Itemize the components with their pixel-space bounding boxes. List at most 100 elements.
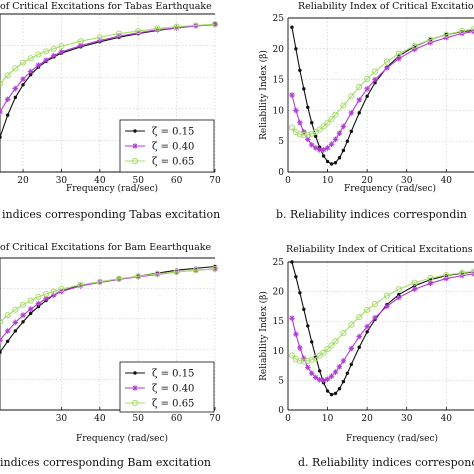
data-point (308, 142, 315, 148)
data-point (348, 321, 355, 328)
data-point (349, 129, 354, 134)
data-point (5, 113, 10, 117)
data-point (20, 76, 26, 82)
legend-marker (133, 129, 137, 133)
data-point (20, 312, 26, 318)
data-point (35, 300, 42, 307)
data-point (4, 312, 11, 319)
x-tick-label: 40 (441, 176, 453, 186)
data-point (395, 286, 402, 293)
x-tick-label: 50 (132, 414, 144, 424)
y-axis-label: Reliability Index (β) (258, 291, 269, 381)
data-point (427, 274, 434, 282)
data-point (0, 80, 4, 87)
data-point (211, 265, 219, 273)
data-point (396, 294, 402, 301)
data-point (297, 345, 303, 351)
series-3 (0, 21, 219, 87)
x-tick-label: 10 (322, 414, 334, 424)
series-3 (288, 25, 474, 139)
data-point (35, 293, 42, 301)
data-point (356, 83, 363, 91)
data-point (443, 31, 450, 38)
x-tick-label: 30 (56, 414, 68, 424)
series-line (0, 24, 216, 113)
data-point (27, 68, 34, 75)
data-point (365, 330, 369, 334)
y-tick-label: 10 (273, 347, 285, 357)
data-point (312, 145, 319, 151)
data-point (4, 96, 11, 103)
chart-panel-2: Reliability Index of Critical Excitation… (258, 1, 474, 221)
data-point (211, 21, 219, 28)
data-point (329, 162, 334, 166)
data-point (427, 36, 434, 43)
data-point (288, 124, 296, 131)
data-point (294, 275, 298, 279)
y-tick-label: 15 (273, 76, 285, 86)
data-point (27, 55, 34, 62)
data-point (357, 345, 361, 349)
legend-label: ζ = 0.15 (152, 369, 194, 380)
x-tick-label: 30 (401, 176, 413, 186)
data-point (332, 338, 339, 345)
data-point (50, 52, 57, 59)
x-tick-label: 10 (322, 176, 334, 186)
data-point (58, 49, 65, 55)
data-point (12, 306, 19, 313)
x-tick-label: 40 (441, 414, 453, 424)
data-point (316, 377, 323, 383)
data-point (328, 373, 335, 380)
x-tick-label: 20 (361, 176, 373, 186)
data-point (12, 65, 19, 72)
chart-title: Reliability Index of Critical Excitation… (286, 244, 474, 255)
legend: ζ = 0.15 ζ = 0.40 ζ = 0.65 (119, 361, 215, 413)
figure-caption: indices corresponding Bam excitation (0, 456, 211, 469)
x-axis-label: Frequency (rad/sec) (76, 433, 168, 444)
data-point (317, 369, 322, 373)
data-point (306, 324, 310, 328)
data-point (371, 68, 379, 75)
figure-caption: indices corresponding Tabas excitation (2, 208, 220, 221)
data-point (0, 135, 2, 139)
data-point (50, 45, 57, 52)
data-point (4, 328, 11, 334)
data-point (384, 65, 390, 71)
data-point (341, 148, 346, 153)
data-point (12, 319, 19, 326)
data-point (298, 291, 302, 295)
y-tick-label: 5 (278, 137, 284, 147)
data-point (289, 92, 295, 98)
data-point (356, 333, 363, 340)
y-tick-label: 15 (273, 317, 285, 327)
data-point (77, 42, 84, 49)
data-point (321, 154, 326, 158)
data-point (329, 392, 334, 397)
series-line (0, 268, 216, 341)
data-point (173, 23, 180, 30)
x-tick-label: 60 (171, 176, 183, 186)
data-point (192, 22, 199, 29)
data-point (308, 370, 315, 377)
data-point (340, 358, 347, 364)
data-point (304, 364, 311, 371)
data-point (337, 386, 342, 391)
data-point (320, 377, 327, 384)
data-point (336, 130, 343, 136)
data-point (383, 58, 391, 65)
data-point (340, 123, 347, 130)
x-tick-label: 30 (401, 414, 413, 424)
x-tick-label: 20 (17, 176, 29, 186)
legend-marker (132, 143, 138, 149)
data-point (96, 278, 103, 285)
data-point (310, 121, 314, 125)
data-point (36, 304, 41, 309)
legend-label: ζ = 0.65 (152, 157, 194, 168)
data-point (58, 285, 65, 293)
data-point (289, 315, 295, 322)
data-point (397, 292, 401, 297)
data-point (320, 349, 327, 356)
data-point (173, 268, 180, 276)
x-axis-label: Frequency (rad/sec) (66, 183, 158, 194)
data-point (19, 301, 27, 308)
